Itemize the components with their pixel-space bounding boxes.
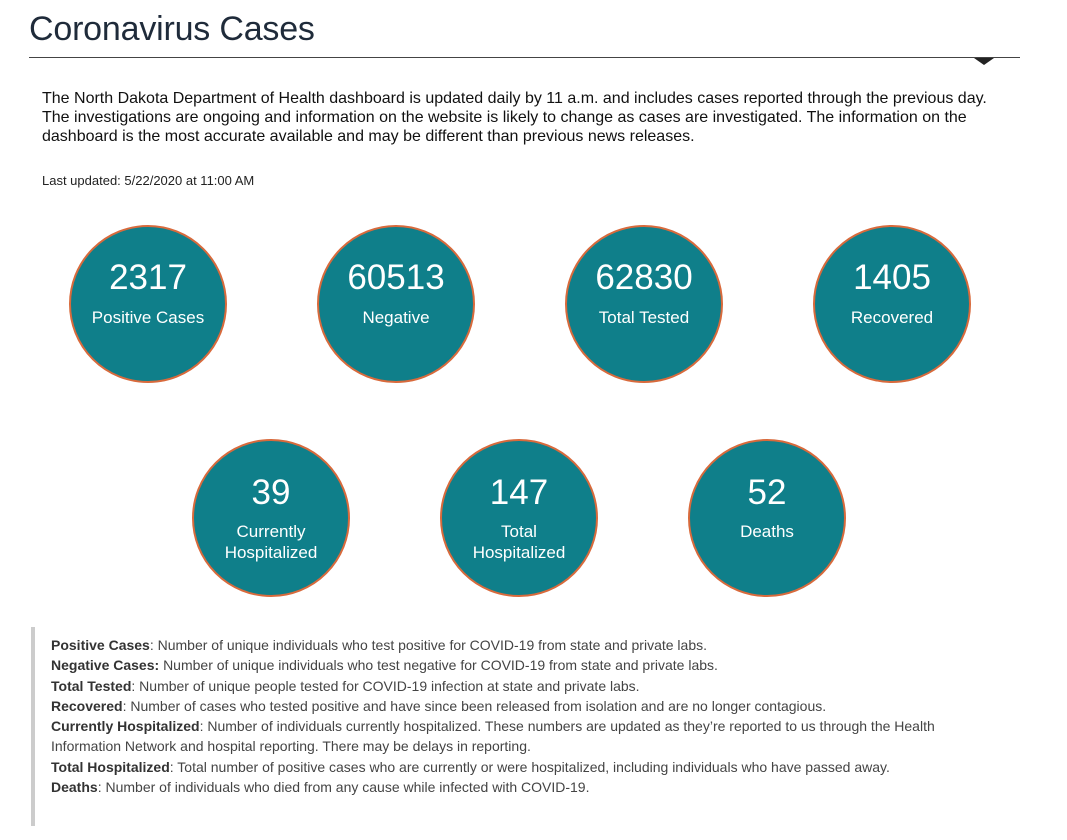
stat-value: 52 bbox=[747, 473, 787, 512]
definition-term: Negative Cases: bbox=[51, 657, 160, 674]
stat-value: 147 bbox=[489, 473, 549, 512]
definition-negative-cases: Negative Cases: Number of unique individ… bbox=[51, 655, 1006, 675]
stat-deaths: 52 Deaths bbox=[688, 439, 846, 597]
stat-label: Negative bbox=[362, 308, 430, 327]
definition-separator: : bbox=[97, 779, 106, 796]
stat-total-hospitalized: 147 Total Hospitalized bbox=[440, 439, 598, 597]
definition-term: Recovered bbox=[51, 697, 123, 714]
stat-label: Positive Cases bbox=[91, 308, 205, 327]
definition-term: Positive Cases bbox=[51, 637, 150, 653]
definition-positive-cases: Positive Cases: Number of unique individ… bbox=[51, 635, 1006, 655]
definition-separator: : bbox=[131, 677, 140, 694]
definition-text: Number of unique individuals who test po… bbox=[157, 637, 708, 653]
stat-label: Total Hospitalized bbox=[442, 521, 596, 563]
definition-currently-hospitalized: Currently Hospitalized: Number of indivi… bbox=[51, 716, 1006, 757]
stat-label-line: Currently bbox=[236, 522, 306, 541]
caret-down-icon bbox=[974, 58, 994, 65]
definition-deaths: Deaths: Number of individuals who died f… bbox=[51, 777, 1006, 797]
definition-term: Total Tested bbox=[51, 677, 132, 694]
definition-text: Number of individuals who died from any … bbox=[105, 779, 590, 796]
definition-recovered: Recovered: Number of cases who tested po… bbox=[51, 696, 1006, 716]
definition-text: Number of individuals currently hospital… bbox=[51, 718, 935, 755]
page-title: Coronavirus Cases bbox=[29, 10, 315, 48]
stat-currently-hospitalized: 39 Currently Hospitalized bbox=[192, 439, 350, 597]
definition-separator: : bbox=[122, 697, 131, 714]
stat-label: Total Tested bbox=[598, 308, 690, 327]
title-divider bbox=[29, 57, 1020, 58]
stat-value: 60513 bbox=[347, 258, 445, 297]
definition-total-tested: Total Tested: Number of unique people te… bbox=[51, 676, 1006, 696]
stat-value: 1405 bbox=[853, 258, 931, 297]
stat-total-tested: 62830 Total Tested bbox=[565, 225, 723, 383]
stat-negative: 60513 Negative bbox=[317, 225, 475, 383]
stat-label-line: Hospitalized bbox=[472, 543, 566, 562]
stat-recovered: 1405 Recovered bbox=[813, 225, 971, 383]
definition-text: Number of unique people tested for COVID… bbox=[139, 677, 640, 694]
definition-total-hospitalized: Total Hospitalized: Total number of posi… bbox=[51, 757, 1006, 777]
definition-text: Total number of positive cases who are c… bbox=[177, 758, 890, 775]
stat-value: 39 bbox=[251, 473, 291, 512]
stat-label: Deaths bbox=[740, 522, 794, 541]
definition-term: Currently Hospitalized bbox=[51, 718, 200, 735]
definition-text: Number of unique individuals who test ne… bbox=[163, 657, 718, 674]
definitions-panel: Positive Cases: Number of unique individ… bbox=[31, 627, 1006, 826]
stat-label: Currently Hospitalized bbox=[194, 521, 348, 563]
definition-term: Total Hospitalized bbox=[51, 758, 170, 775]
stat-label-line: Total bbox=[501, 522, 537, 541]
stat-label-line: Hospitalized bbox=[224, 543, 318, 562]
stat-value: 62830 bbox=[595, 258, 693, 297]
definition-term: Deaths bbox=[51, 779, 98, 796]
definition-text: Number of cases who tested positive and … bbox=[130, 697, 827, 714]
stat-value: 2317 bbox=[109, 258, 187, 297]
definition-separator: : bbox=[149, 637, 158, 653]
intro-paragraph: The North Dakota Department of Health da… bbox=[42, 90, 987, 145]
definition-separator: : bbox=[199, 718, 208, 735]
stat-label: Recovered bbox=[850, 308, 934, 327]
stat-positive-cases: 2317 Positive Cases bbox=[69, 225, 227, 383]
definition-separator: : bbox=[169, 758, 178, 775]
last-updated-text: Last updated: 5/22/2020 at 11:00 AM bbox=[42, 173, 255, 188]
